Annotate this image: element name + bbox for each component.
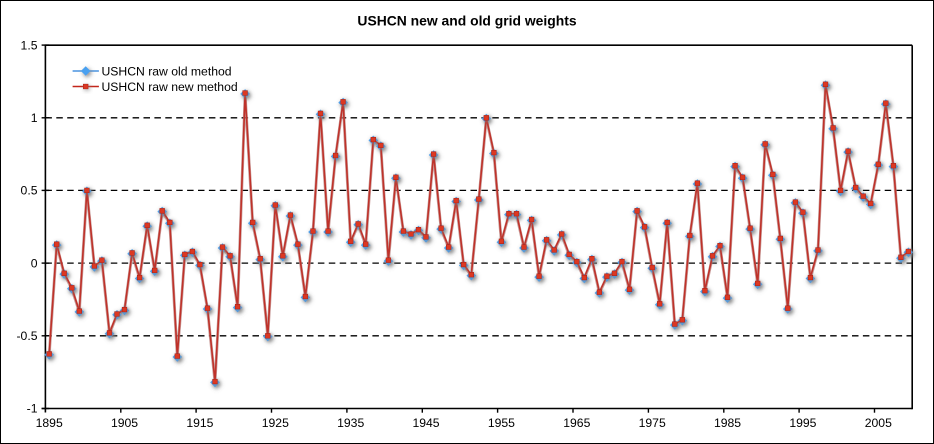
- svg-text:1.5: 1.5: [21, 38, 38, 52]
- svg-text:0: 0: [31, 256, 38, 270]
- svg-text:1: 1: [31, 111, 38, 125]
- svg-text:1905: 1905: [111, 416, 138, 430]
- svg-text:1895: 1895: [36, 416, 63, 430]
- svg-text:1945: 1945: [412, 416, 439, 430]
- svg-text:1995: 1995: [789, 416, 816, 430]
- svg-text:1965: 1965: [563, 416, 590, 430]
- svg-text:1985: 1985: [714, 416, 741, 430]
- svg-text:1915: 1915: [186, 416, 213, 430]
- svg-text:USHCN raw old method: USHCN raw old method: [102, 64, 232, 78]
- svg-text:1955: 1955: [488, 416, 515, 430]
- svg-text:2005: 2005: [865, 416, 892, 430]
- svg-text:-0.5: -0.5: [16, 329, 37, 343]
- svg-text:USHCN new and old grid weights: USHCN new and old grid weights: [357, 13, 576, 29]
- svg-text:1935: 1935: [337, 416, 364, 430]
- svg-text:1925: 1925: [262, 416, 289, 430]
- svg-text:-1: -1: [27, 402, 38, 416]
- svg-text:1975: 1975: [639, 416, 666, 430]
- svg-text:USHCN raw new method: USHCN raw new method: [102, 80, 238, 94]
- svg-text:0.5: 0.5: [21, 184, 38, 198]
